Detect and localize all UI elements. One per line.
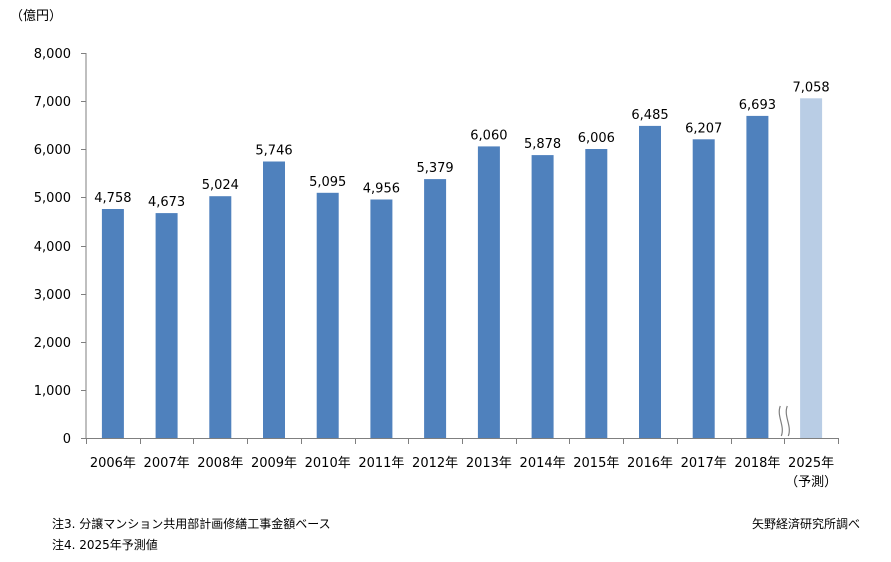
x-tick-label: 2025年 xyxy=(788,456,834,471)
y-tick-label: 5,000 xyxy=(34,191,71,206)
data-label: 5,095 xyxy=(309,175,346,190)
y-tick-label: 7,000 xyxy=(34,95,71,110)
bar xyxy=(746,115,769,439)
y-tick-label: 2,000 xyxy=(34,336,71,351)
x-tick-label: 2011年 xyxy=(358,456,404,471)
x-tick-label: 2014年 xyxy=(520,456,566,471)
x-tick-label: 2016年 xyxy=(627,456,673,471)
data-label: 7,058 xyxy=(792,80,829,95)
x-tick-label: 2015年 xyxy=(573,456,619,471)
x-tick-label: 2007年 xyxy=(144,456,190,471)
bar xyxy=(101,209,124,438)
y-tick-label: 8,000 xyxy=(34,47,71,62)
y-axis-unit-label: （億円） xyxy=(10,8,62,24)
data-label: 5,746 xyxy=(255,144,292,159)
bar xyxy=(692,139,715,439)
y-tick-label: 0 xyxy=(63,432,71,447)
data-label: 6,207 xyxy=(685,121,722,136)
x-tick-label: 2009年 xyxy=(251,456,297,471)
data-label: 6,693 xyxy=(739,98,776,113)
bar xyxy=(370,199,393,438)
bar xyxy=(209,196,232,438)
axis-break-mark xyxy=(785,405,790,437)
bar-series: 4,758 4,673 5,024 5,746 5,095 4,956 5,379 6,060… xyxy=(94,80,830,439)
data-label: 4,758 xyxy=(94,191,131,206)
data-label: 6,060 xyxy=(470,128,507,143)
bar xyxy=(155,213,178,438)
data-label: 4,673 xyxy=(148,195,185,210)
y-tick-label: 3,000 xyxy=(34,288,71,303)
data-label: 5,878 xyxy=(524,137,561,152)
x-axis: 2006年 2007年 2008年 2009年 2010年 2011年 2012年 2013年… xyxy=(86,405,839,490)
x-tick-sublabel: （予測） xyxy=(785,475,837,490)
x-tick-label: 2013年 xyxy=(466,456,512,471)
bar-forecast xyxy=(800,98,823,439)
data-label: 5,379 xyxy=(416,161,453,176)
x-tick-label: 2008年 xyxy=(197,456,243,471)
axis-break-mark xyxy=(778,405,783,437)
data-label: 4,956 xyxy=(363,182,400,197)
x-tick-label: 2010年 xyxy=(305,456,351,471)
y-axis: 0 1,000 2,000 3,000 4,000 5,000 6,000 7,000 8,00… xyxy=(34,47,87,447)
y-tick-label: 6,000 xyxy=(34,143,71,158)
x-tick-label: 2018年 xyxy=(734,456,780,471)
x-tick-label: 2006年 xyxy=(90,456,136,471)
bar xyxy=(531,155,554,438)
bar xyxy=(585,149,608,438)
x-tick-label: 2017年 xyxy=(681,456,727,471)
source-note: 矢野経済研究所調べ xyxy=(751,517,860,531)
note-4: 注4. 2025年予測値 xyxy=(52,538,158,552)
data-label: 6,485 xyxy=(631,108,668,123)
bar xyxy=(639,125,661,439)
bar xyxy=(477,146,500,438)
data-label: 5,024 xyxy=(202,178,239,193)
data-label: 6,006 xyxy=(578,131,615,146)
note-3: 注3. 分譲マンション共用部計画修繕工事金額ベース xyxy=(52,517,331,531)
bar xyxy=(316,192,339,438)
bar xyxy=(424,179,447,438)
bar xyxy=(263,161,285,438)
x-tick-label: 2012年 xyxy=(412,456,458,471)
y-tick-label: 4,000 xyxy=(34,240,71,255)
y-tick-label: 1,000 xyxy=(34,384,71,399)
